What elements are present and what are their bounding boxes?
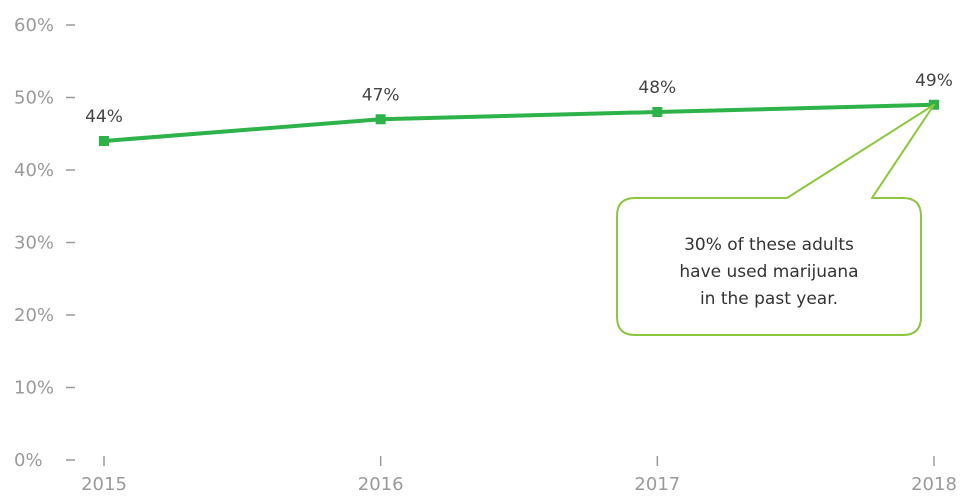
data-label: 48%: [638, 78, 676, 98]
y-axis: 0% 10% 20% 30% 40% 50% 60%: [14, 15, 75, 471]
x-axis: 2015 2016 2017 2018: [81, 456, 957, 495]
x-tick-label: 2018: [911, 474, 957, 495]
x-tick-label: 2016: [358, 474, 404, 495]
callout-box: [616, 103, 935, 336]
data-point: [652, 107, 663, 117]
data-point: [375, 114, 386, 125]
data-label: 49%: [915, 71, 953, 91]
data-point: [99, 136, 109, 146]
y-tick-label: 50%: [14, 88, 54, 109]
callout-text-line: have used marijuana: [679, 262, 858, 282]
y-tick-label: 30%: [14, 233, 54, 254]
callout-text-line: in the past year.: [700, 289, 838, 309]
y-tick-label: 20%: [14, 305, 54, 326]
series-line: [103, 102, 935, 143]
series-line-group: 44% 47% 48% 49%: [85, 71, 953, 146]
annotation-callout: 30% of these adults have used marijuana in…: [616, 103, 935, 336]
callout-text-line: 30% of these adults: [684, 235, 854, 255]
y-tick-label: 40%: [14, 160, 54, 181]
data-label: 47%: [362, 85, 400, 105]
y-tick-label: 60%: [14, 15, 54, 36]
y-tick-label: 10%: [14, 378, 54, 399]
data-label: 44%: [85, 107, 123, 127]
y-tick-label: 0%: [14, 450, 43, 471]
x-tick-label: 2017: [634, 474, 680, 495]
x-tick-label: 2015: [81, 474, 127, 495]
